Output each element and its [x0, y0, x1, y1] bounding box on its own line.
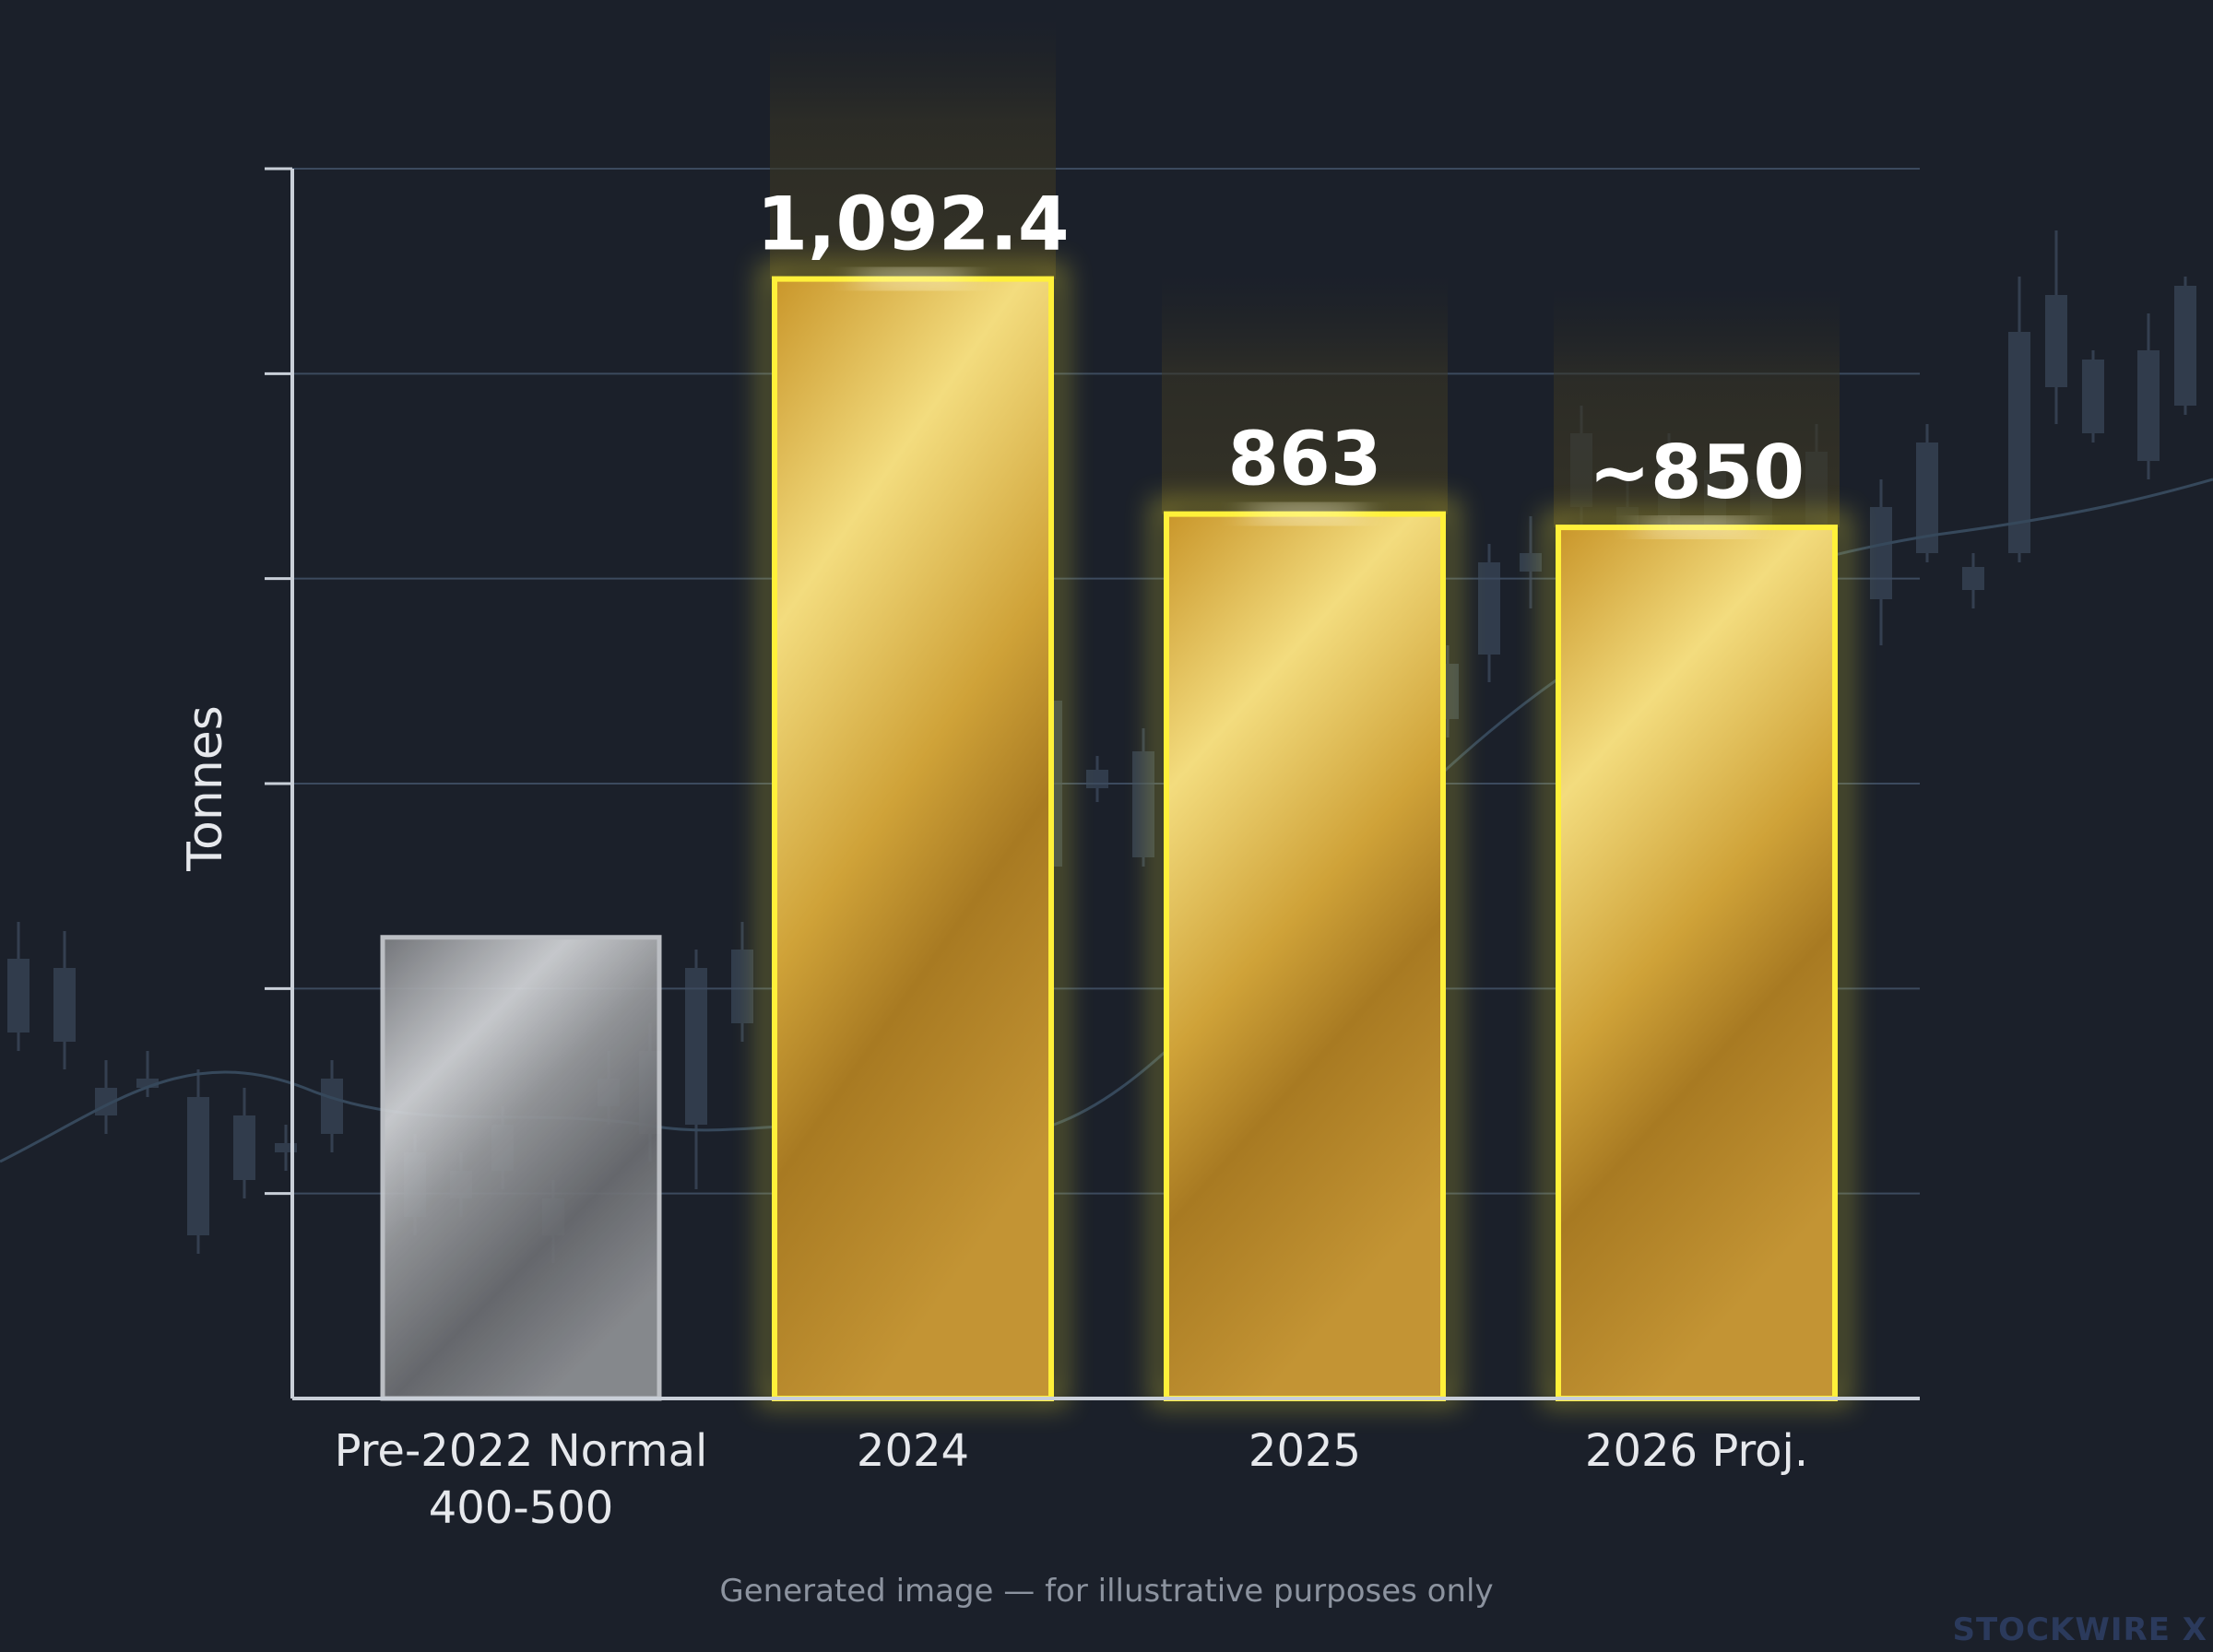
- candle-body: [731, 950, 753, 1023]
- value-label: 863: [1228, 417, 1382, 502]
- x-tick-label: Pre-2022 Normal: [335, 1425, 708, 1477]
- bar-top-highlight: [1240, 506, 1369, 522]
- candle-body: [1962, 567, 1984, 590]
- candle-body: [2137, 350, 2160, 461]
- bar-glow-beams: [770, 18, 1840, 528]
- x-tick-label: 2026 Proj.: [1585, 1425, 1808, 1477]
- candle-body: [685, 968, 707, 1125]
- candle-body: [7, 959, 30, 1032]
- x-tick-label: 2025: [1249, 1425, 1361, 1477]
- footer-note: Generated image — for illustrative purpo…: [719, 1573, 1494, 1610]
- bar-pre-2022-normal: [380, 935, 662, 1401]
- bar-beam: [1162, 274, 1448, 514]
- candle-body: [187, 1097, 209, 1235]
- candle-body: [53, 968, 76, 1042]
- bar-beam: [1554, 288, 1840, 528]
- candle-body: [233, 1115, 255, 1180]
- background-candlesticks: [0, 230, 2213, 1263]
- candle-body: [321, 1079, 343, 1134]
- candle-body: [1478, 562, 1500, 655]
- x-tick-label: 2024: [857, 1425, 969, 1477]
- candle-body: [1520, 553, 1542, 572]
- candle-body: [275, 1143, 297, 1152]
- bar-2025: [1164, 511, 1446, 1401]
- candle-body: [1086, 770, 1108, 788]
- bar-top-highlight: [1632, 520, 1761, 536]
- watermark-logo: STOCKWIRE X: [1952, 1611, 2207, 1648]
- candle-body: [136, 1079, 159, 1088]
- candle-body: [2174, 286, 2196, 406]
- bar-top-highlight: [848, 271, 977, 287]
- y-axis-label: Tonnes: [178, 705, 233, 872]
- value-label: 1,092.4: [756, 182, 1069, 267]
- bar-2024: [772, 276, 1054, 1401]
- value-label: ~850: [1589, 430, 1805, 515]
- x-tick-label: 400-500: [429, 1482, 614, 1534]
- candle-body: [2045, 295, 2067, 387]
- candle-body: [2082, 360, 2104, 433]
- bar-beam: [770, 18, 1056, 279]
- bar-2026-proj-: [1556, 525, 1838, 1401]
- candle-body: [1870, 507, 1892, 599]
- axes: [265, 167, 1920, 1400]
- candle-body: [2008, 332, 2030, 553]
